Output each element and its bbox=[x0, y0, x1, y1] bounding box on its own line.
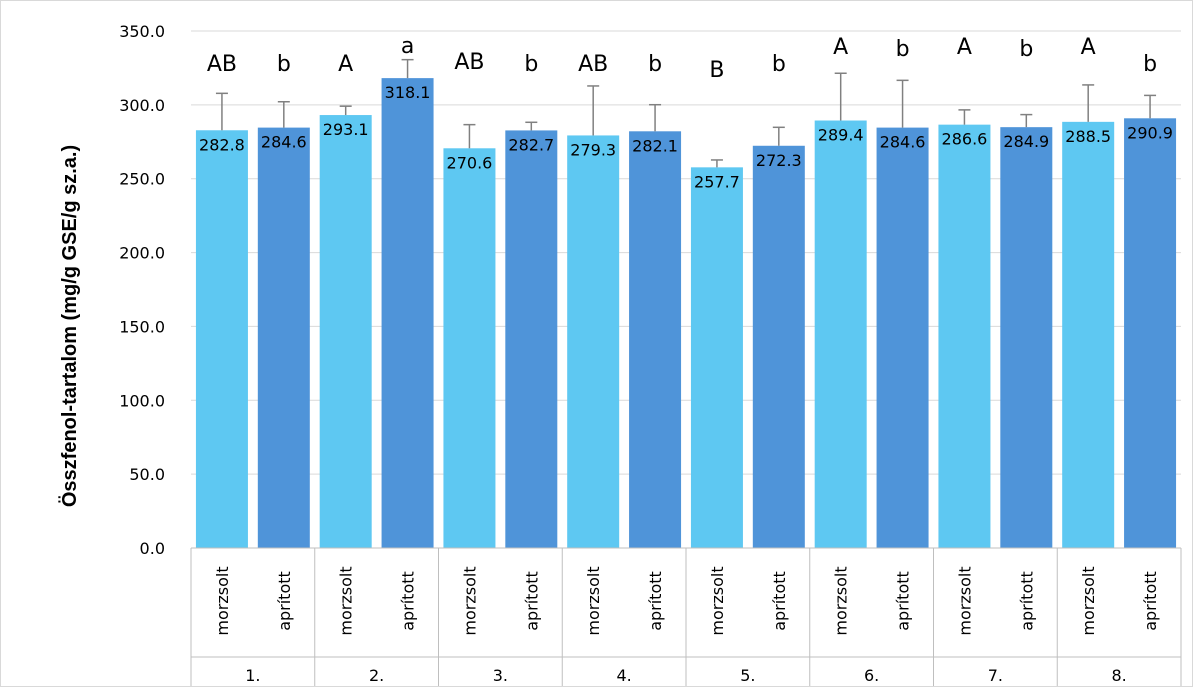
significance-letter: A bbox=[833, 35, 848, 60]
group-label: 2. bbox=[369, 666, 384, 685]
category-label: aprított bbox=[522, 571, 541, 631]
y-tick-label: 100.0 bbox=[119, 391, 165, 410]
bar bbox=[319, 115, 372, 548]
significance-letter: B bbox=[709, 58, 724, 83]
category-label: aprított bbox=[770, 571, 789, 631]
significance-letter: A bbox=[1081, 35, 1096, 60]
category-label: morzsolt bbox=[337, 566, 356, 635]
significance-letter: a bbox=[401, 34, 414, 59]
y-tick-label: 200.0 bbox=[119, 244, 165, 263]
y-tick-label: 150.0 bbox=[119, 317, 165, 336]
bar bbox=[938, 124, 991, 549]
data-label: 282.7 bbox=[508, 135, 554, 154]
bar bbox=[1000, 127, 1053, 549]
data-label: 284.6 bbox=[880, 133, 926, 152]
category-label: morzsolt bbox=[832, 566, 851, 635]
significance-letter: A bbox=[338, 52, 353, 77]
bar bbox=[629, 131, 682, 548]
group-label: 7. bbox=[988, 666, 1003, 685]
group-label: 8. bbox=[1111, 666, 1126, 685]
category-label: morzsolt bbox=[584, 566, 603, 635]
category-label: aprított bbox=[894, 571, 913, 631]
data-label: 290.9 bbox=[1127, 123, 1173, 142]
y-axis-title: Összfenol-tartalom (mg/g GSE/g sz.a.) bbox=[58, 145, 81, 507]
data-label: 270.6 bbox=[447, 153, 493, 172]
y-tick-label: 0.0 bbox=[140, 539, 165, 558]
significance-letter: b bbox=[524, 52, 538, 77]
data-label: 257.7 bbox=[694, 172, 740, 191]
data-label: 282.1 bbox=[632, 136, 678, 155]
category-label: aprított bbox=[399, 571, 418, 631]
significance-letter: b bbox=[277, 52, 291, 77]
group-label: 6. bbox=[864, 666, 879, 685]
bar bbox=[1124, 118, 1177, 549]
significance-letter: b bbox=[772, 52, 786, 77]
bar bbox=[505, 130, 558, 548]
category-label: aprított bbox=[275, 571, 294, 631]
significance-letter: AB bbox=[454, 50, 484, 75]
y-axis-ticks: 0.0 50.0 100.0 150.0 200.0 250.0 300.0 350.0 bbox=[119, 22, 165, 558]
significance-letter: A bbox=[957, 35, 972, 60]
data-label: 272.3 bbox=[756, 151, 802, 170]
category-label: aprított bbox=[1017, 571, 1036, 631]
group-label: 4. bbox=[616, 666, 631, 685]
data-label: 284.6 bbox=[261, 133, 307, 152]
error-bars bbox=[215, 58, 1157, 168]
bar bbox=[443, 148, 496, 548]
y-tick-label: 50.0 bbox=[129, 465, 165, 484]
y-tick-label: 350.0 bbox=[119, 22, 165, 41]
significance-letter: AB bbox=[207, 52, 237, 77]
category-label: morzsolt bbox=[1079, 566, 1098, 635]
bar bbox=[257, 127, 310, 549]
bar bbox=[381, 78, 434, 549]
data-label: 289.4 bbox=[818, 126, 864, 145]
bar bbox=[1062, 121, 1115, 548]
significance-letter: b bbox=[896, 37, 910, 62]
category-label: morzsolt bbox=[955, 566, 974, 635]
y-tick-label: 250.0 bbox=[119, 170, 165, 189]
bar bbox=[567, 135, 620, 548]
data-label: 318.1 bbox=[385, 83, 431, 102]
data-label: 282.8 bbox=[199, 135, 245, 154]
x-axis: morzsolt aprított morzsolt aprított morzsolt… bbox=[190, 547, 1182, 686]
data-label: 286.6 bbox=[942, 130, 988, 149]
group-label: 5. bbox=[740, 666, 755, 685]
category-label: morzsolt bbox=[708, 566, 727, 635]
category-label: aprított bbox=[646, 571, 665, 631]
data-label: 288.5 bbox=[1065, 127, 1111, 146]
data-label: 284.9 bbox=[1003, 132, 1049, 151]
significance-letter: b bbox=[648, 52, 662, 77]
bar bbox=[752, 145, 805, 549]
significance-letter: b bbox=[1019, 37, 1033, 62]
group-label: 3. bbox=[493, 666, 508, 685]
data-label: 293.1 bbox=[323, 120, 369, 139]
y-tick-label: 300.0 bbox=[119, 96, 165, 115]
significance-letter: b bbox=[1143, 52, 1157, 77]
data-label: 279.3 bbox=[570, 140, 616, 159]
bar bbox=[195, 130, 248, 549]
bar bbox=[876, 127, 929, 549]
significance-letter: AB bbox=[578, 52, 608, 77]
bars bbox=[195, 78, 1177, 549]
bar bbox=[690, 167, 743, 549]
category-label: morzsolt bbox=[460, 566, 479, 635]
data-labels: 282.8 284.6 293.1 318.1 270.6 282.7 279.3 282.1… bbox=[199, 83, 1173, 191]
bar bbox=[814, 120, 867, 548]
category-label: aprított bbox=[1141, 571, 1160, 631]
group-label: 1. bbox=[245, 666, 260, 685]
category-label: morzsolt bbox=[213, 566, 232, 635]
